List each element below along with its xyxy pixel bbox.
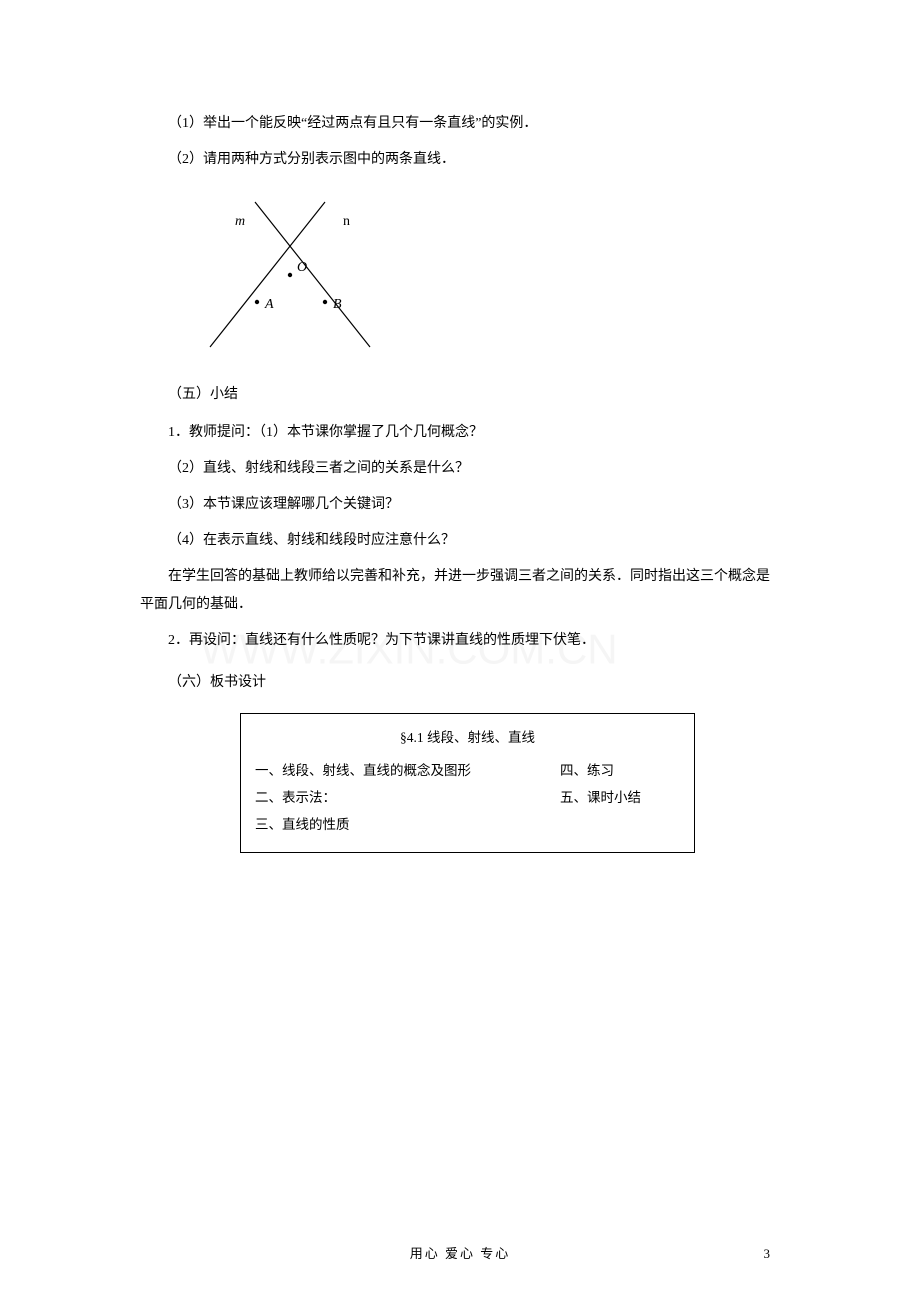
board-row-1-left: 二、表示法： [255,784,560,811]
point-B [323,300,327,304]
board-row-0: 一、线段、射线、直线的概念及图形 四、练习 [255,757,680,784]
blackboard-design-box: §4.1 线段、射线、直线 一、线段、射线、直线的概念及图形 四、练习 二、表示… [240,713,695,853]
intersecting-lines-diagram: O A B m n [195,192,780,363]
document-content: （1）举出一个能反映“经过两点有且只有一条直线”的实例． （2）请用两种方式分别… [0,0,920,853]
question-1-4: （4）在表示直线、射线和线段时应注意什么？ [140,527,780,555]
line-m [210,202,325,347]
board-row-1: 二、表示法： 五、课时小结 [255,784,680,811]
body-paragraph-1: 在学生回答的基础上教师给以完善和补充，并进一步强调三者之间的关系．同时指出这三个… [140,563,780,619]
footer: 用心 爱心 专心 [0,1243,920,1262]
section-5-header: （五）小结 [140,381,780,409]
question-1-3: （3）本节课应该理解哪几个关键词？ [140,491,780,519]
label-A: A [264,297,274,312]
board-row-0-right: 四、练习 [560,757,680,784]
label-n: n [343,214,350,229]
diagram-svg: O A B m n [195,192,385,352]
paragraph-2: （2）请用两种方式分别表示图中的两条直线． [140,146,780,174]
board-row-2: 三、直线的性质 [255,811,680,838]
footer-text: 用心 爱心 专心 [410,1243,511,1262]
board-row-2-right [560,811,680,838]
point-A [255,300,259,304]
page-number: 3 [764,1246,771,1262]
point-O [288,273,292,277]
board-row-2-left: 三、直线的性质 [255,811,560,838]
board-row-1-right: 五、课时小结 [560,784,680,811]
question-2: 2．再设问：直线还有什么性质呢？为下节课讲直线的性质埋下伏笔． [140,627,780,655]
question-1: 1．教师提问：（1）本节课你掌握了几个几何概念？ [140,419,780,447]
label-B: B [333,297,342,312]
question-1-2: （2）直线、射线和线段三者之间的关系是什么？ [140,455,780,483]
label-O: O [297,260,307,275]
board-row-0-left: 一、线段、射线、直线的概念及图形 [255,757,560,784]
line-n [255,202,370,347]
board-title: §4.1 线段、射线、直线 [255,724,680,751]
body-paragraph-1-text: 在学生回答的基础上教师给以完善和补充，并进一步强调三者之间的关系．同时指出这三个… [140,569,770,612]
paragraph-1: （1）举出一个能反映“经过两点有且只有一条直线”的实例． [140,110,780,138]
label-m: m [235,214,245,229]
section-6-header: （六）板书设计 [140,669,780,697]
